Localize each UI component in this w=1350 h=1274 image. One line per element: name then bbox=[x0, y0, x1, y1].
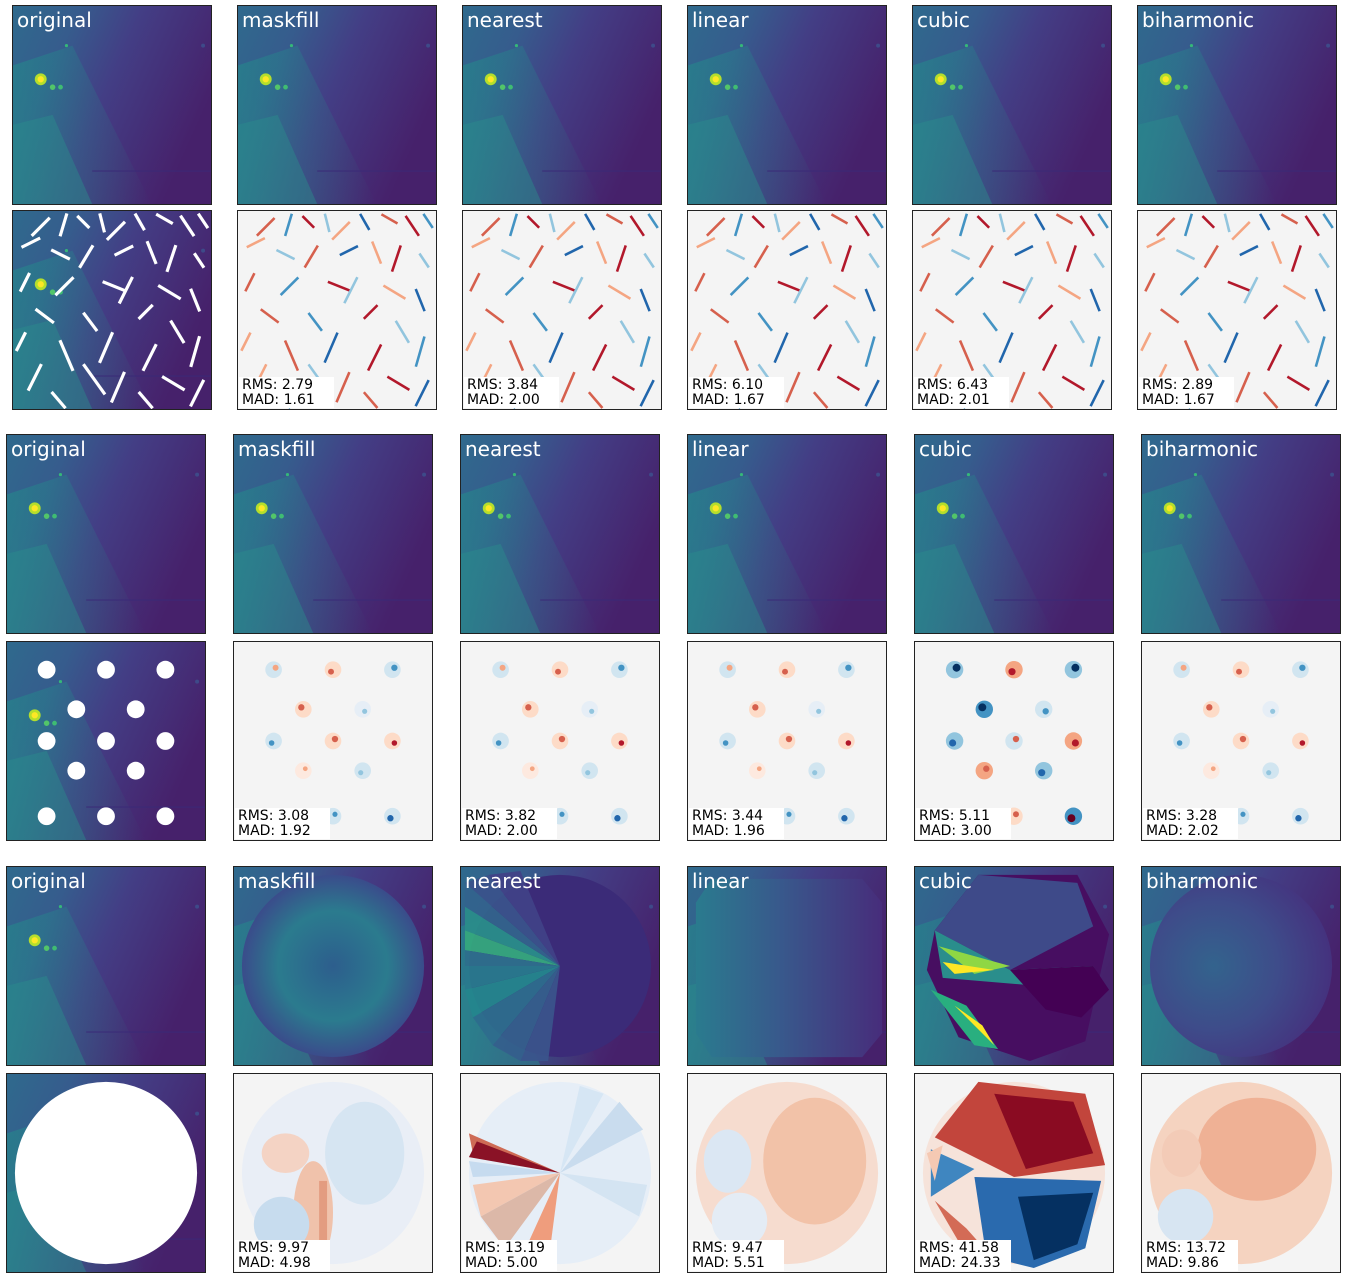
mad-value: MAD: 1.67 bbox=[692, 392, 765, 408]
panel-title: cubic bbox=[919, 437, 972, 461]
error-stats: RMS: 13.19 MAD: 5.00 bbox=[462, 1240, 557, 1271]
rms-value: RMS: 3.82 bbox=[465, 808, 537, 824]
rms-value: RMS: 9.47 bbox=[692, 1240, 764, 1256]
panel-title: cubic bbox=[917, 8, 970, 32]
mad-value: MAD: 2.02 bbox=[1146, 823, 1219, 839]
g2-nearest-image: nearest bbox=[460, 434, 660, 634]
panel-title: nearest bbox=[465, 437, 541, 461]
panel-title: original bbox=[11, 437, 86, 461]
rms-value: RMS: 3.28 bbox=[1146, 808, 1218, 824]
rms-value: RMS: 3.84 bbox=[467, 377, 539, 393]
mad-value: MAD: 5.00 bbox=[465, 1255, 538, 1271]
mad-value: MAD: 1.92 bbox=[238, 823, 311, 839]
rms-value: RMS: 41.58 bbox=[919, 1240, 999, 1256]
g1-cubic-diff: RMS: 6.43 MAD: 2.01 bbox=[912, 210, 1112, 410]
g3-linear-diff: RMS: 9.47 MAD: 5.51 bbox=[687, 1073, 887, 1273]
g1-original-image: original bbox=[12, 5, 212, 205]
g1-nearest-diff: RMS: 3.84 MAD: 2.00 bbox=[462, 210, 662, 410]
g2-maskfill-image: maskfill bbox=[233, 434, 433, 634]
error-stats: RMS: 13.72 MAD: 9.86 bbox=[1143, 1240, 1238, 1271]
error-stats: RMS: 2.89 MAD: 1.67 bbox=[1139, 377, 1234, 408]
rms-value: RMS: 5.11 bbox=[919, 808, 991, 824]
mad-value: MAD: 2.00 bbox=[465, 823, 538, 839]
mad-value: MAD: 5.51 bbox=[692, 1255, 765, 1271]
error-stats: RMS: 3.28 MAD: 2.02 bbox=[1143, 808, 1238, 839]
g2-biharmonic-diff: RMS: 3.28 MAD: 2.02 bbox=[1141, 641, 1341, 841]
rms-value: RMS: 3.08 bbox=[238, 808, 310, 824]
rms-value: RMS: 13.19 bbox=[465, 1240, 545, 1256]
error-stats: RMS: 5.11 MAD: 3.00 bbox=[916, 808, 1011, 839]
error-stats: RMS: 41.58 MAD: 24.33 bbox=[916, 1240, 1011, 1271]
g3-linear-image: linear bbox=[687, 866, 887, 1066]
g3-original-image: original bbox=[6, 866, 206, 1066]
panel-title: cubic bbox=[919, 869, 972, 893]
g3-cubic-diff: RMS: 41.58 MAD: 24.33 bbox=[914, 1073, 1114, 1273]
panel-title: maskfill bbox=[238, 437, 316, 461]
panel-title: nearest bbox=[465, 869, 541, 893]
error-stats: RMS: 3.84 MAD: 2.00 bbox=[464, 377, 559, 408]
rms-value: RMS: 2.89 bbox=[1142, 377, 1214, 393]
panel-title: maskfill bbox=[242, 8, 320, 32]
error-stats: RMS: 2.79 MAD: 1.61 bbox=[239, 377, 334, 408]
g3-biharmonic-image: biharmonic bbox=[1141, 866, 1341, 1066]
mad-value: MAD: 1.96 bbox=[692, 823, 765, 839]
g1-maskfill-diff: RMS: 2.79 MAD: 1.61 bbox=[237, 210, 437, 410]
g1-cubic-image: cubic bbox=[912, 5, 1112, 205]
panel-title: linear bbox=[692, 437, 749, 461]
g1-linear-diff: RMS: 6.10 MAD: 1.67 bbox=[687, 210, 887, 410]
panel-title: original bbox=[11, 869, 86, 893]
panel-title: maskfill bbox=[238, 869, 316, 893]
mad-value: MAD: 3.00 bbox=[919, 823, 992, 839]
g1-streak-mask-image bbox=[12, 210, 212, 410]
g3-maskfill-diff: RMS: 9.97 MAD: 4.98 bbox=[233, 1073, 433, 1273]
g2-nearest-diff: RMS: 3.82 MAD: 2.00 bbox=[460, 641, 660, 841]
error-stats: RMS: 9.97 MAD: 4.98 bbox=[235, 1240, 330, 1271]
mad-value: MAD: 1.61 bbox=[242, 392, 315, 408]
error-stats: RMS: 6.43 MAD: 2.01 bbox=[914, 377, 1009, 408]
mad-value: MAD: 2.01 bbox=[917, 392, 990, 408]
g2-linear-image: linear bbox=[687, 434, 887, 634]
mad-value: MAD: 24.33 bbox=[919, 1255, 1001, 1271]
mad-value: MAD: 9.86 bbox=[1146, 1255, 1219, 1271]
g2-cubic-diff: RMS: 5.11 MAD: 3.00 bbox=[914, 641, 1114, 841]
g3-nearest-diff: RMS: 13.19 MAD: 5.00 bbox=[460, 1073, 660, 1273]
panel-title: linear bbox=[692, 869, 749, 893]
g2-linear-diff: RMS: 3.44 MAD: 1.96 bbox=[687, 641, 887, 841]
panel-title: biharmonic bbox=[1142, 8, 1255, 32]
g1-linear-image: linear bbox=[687, 5, 887, 205]
g1-biharmonic-diff: RMS: 2.89 MAD: 1.67 bbox=[1137, 210, 1337, 410]
g3-nearest-image: nearest bbox=[460, 866, 660, 1066]
g2-maskfill-diff: RMS: 3.08 MAD: 1.92 bbox=[233, 641, 433, 841]
g1-maskfill-image: maskfill bbox=[237, 5, 437, 205]
mad-value: MAD: 4.98 bbox=[238, 1255, 311, 1271]
g2-cubic-image: cubic bbox=[914, 434, 1114, 634]
error-stats: RMS: 3.44 MAD: 1.96 bbox=[689, 808, 784, 839]
g3-biharmonic-diff: RMS: 13.72 MAD: 9.86 bbox=[1141, 1073, 1341, 1273]
error-stats: RMS: 6.10 MAD: 1.67 bbox=[689, 377, 784, 408]
g2-original-image: original bbox=[6, 434, 206, 634]
rms-value: RMS: 6.43 bbox=[917, 377, 989, 393]
rms-value: RMS: 6.10 bbox=[692, 377, 764, 393]
g1-biharmonic-image: biharmonic bbox=[1137, 5, 1337, 205]
error-stats: RMS: 9.47 MAD: 5.51 bbox=[689, 1240, 784, 1271]
g3-disk-mask-image bbox=[6, 1073, 206, 1273]
panel-title: biharmonic bbox=[1146, 869, 1259, 893]
rms-value: RMS: 2.79 bbox=[242, 377, 314, 393]
error-stats: RMS: 3.82 MAD: 2.00 bbox=[462, 808, 557, 839]
g3-cubic-image: cubic bbox=[914, 866, 1114, 1066]
g1-nearest-image: nearest bbox=[462, 5, 662, 205]
g3-maskfill-image: maskfill bbox=[233, 866, 433, 1066]
g2-hole-mask-image bbox=[6, 641, 206, 841]
panel-title: original bbox=[17, 8, 92, 32]
rms-value: RMS: 3.44 bbox=[692, 808, 764, 824]
rms-value: RMS: 9.97 bbox=[238, 1240, 310, 1256]
panel-title: nearest bbox=[467, 8, 543, 32]
panel-title: biharmonic bbox=[1146, 437, 1259, 461]
panel-title: linear bbox=[692, 8, 749, 32]
error-stats: RMS: 3.08 MAD: 1.92 bbox=[235, 808, 330, 839]
g2-biharmonic-image: biharmonic bbox=[1141, 434, 1341, 634]
mad-value: MAD: 1.67 bbox=[1142, 392, 1215, 408]
mad-value: MAD: 2.00 bbox=[467, 392, 540, 408]
rms-value: RMS: 13.72 bbox=[1146, 1240, 1226, 1256]
